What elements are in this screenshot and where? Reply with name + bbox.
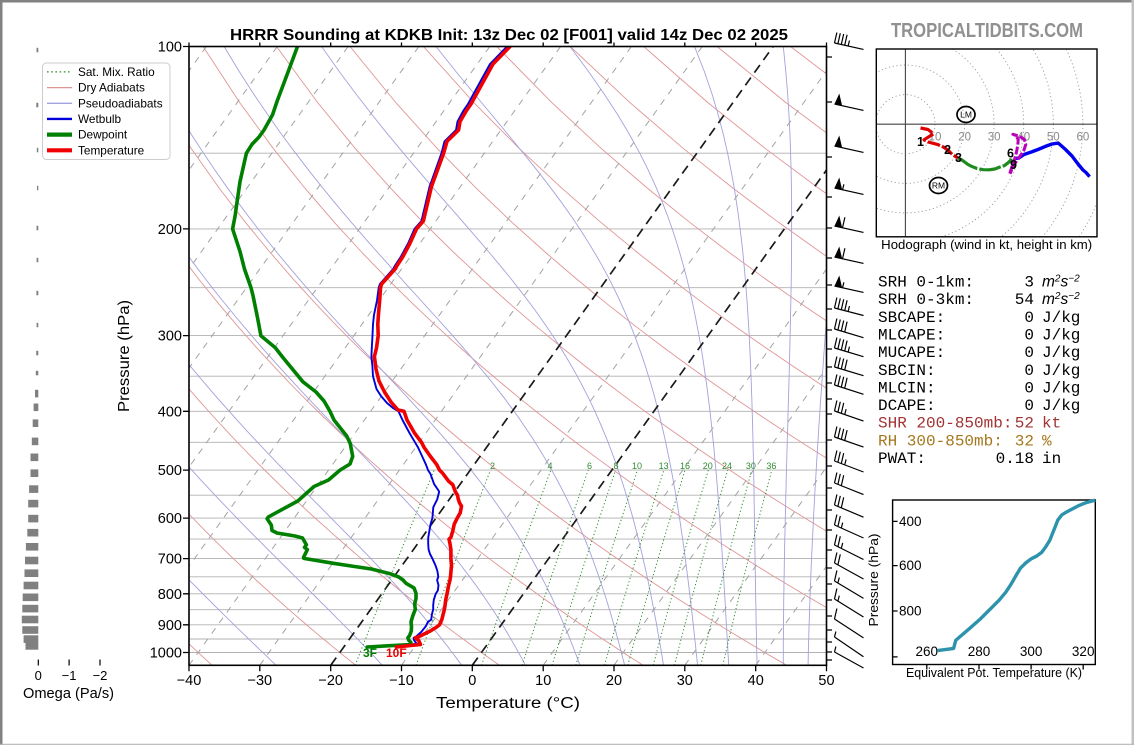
svg-text:%: %	[1042, 432, 1052, 450]
svg-text:20: 20	[703, 461, 713, 471]
svg-text:32: 32	[1015, 432, 1034, 450]
svg-text:13: 13	[659, 461, 669, 471]
svg-text:0: 0	[1024, 309, 1034, 327]
svg-text:Hodograph (wind in kt, height: Hodograph (wind in kt, height in km)	[881, 237, 1092, 252]
svg-text:2: 2	[490, 461, 495, 471]
svg-text:MLCIN:: MLCIN:	[878, 379, 936, 397]
svg-text:MLCAPE:: MLCAPE:	[878, 326, 945, 344]
svg-text:J/kg: J/kg	[1042, 362, 1080, 380]
svg-text:in: in	[1042, 450, 1061, 468]
svg-text:HRRR Sounding at KDKB Init: 13: HRRR Sounding at KDKB Init: 13z Dec 02 […	[230, 27, 788, 44]
svg-text:J/kg: J/kg	[1042, 326, 1080, 344]
svg-text:400: 400	[899, 514, 922, 529]
svg-text:50: 50	[818, 673, 834, 689]
svg-text:300: 300	[1020, 644, 1043, 659]
svg-text:Dry Adiabats: Dry Adiabats	[78, 81, 145, 95]
svg-text:RM: RM	[932, 181, 945, 191]
svg-text:3: 3	[1024, 274, 1034, 292]
svg-text:Sat. Mix. Ratio: Sat. Mix. Ratio	[78, 65, 155, 79]
svg-text:Omega (Pa/s): Omega (Pa/s)	[23, 686, 114, 702]
svg-text:−40: −40	[177, 673, 202, 689]
svg-text:24: 24	[722, 461, 732, 471]
svg-text:30: 30	[746, 461, 756, 471]
svg-text:MUCAPE:: MUCAPE:	[878, 344, 945, 362]
svg-text:Temperature (°C): Temperature (°C)	[436, 695, 580, 712]
svg-text:1: 1	[917, 135, 924, 149]
svg-text:J/kg: J/kg	[1042, 397, 1080, 415]
svg-text:3F: 3F	[363, 646, 377, 660]
svg-text:280: 280	[968, 644, 991, 659]
svg-text:10: 10	[535, 673, 551, 689]
svg-text:−30: −30	[247, 673, 272, 689]
svg-text:800: 800	[158, 587, 182, 603]
svg-text:Dewpoint: Dewpoint	[78, 128, 128, 142]
svg-text:60: 60	[1077, 132, 1090, 144]
svg-text:600: 600	[899, 558, 922, 573]
svg-text:300: 300	[158, 329, 182, 345]
svg-text:36: 36	[766, 461, 776, 471]
svg-text:SRH 0-1km:: SRH 0-1km:	[878, 274, 974, 292]
svg-text:100: 100	[158, 40, 182, 56]
svg-text:SBCIN:: SBCIN:	[878, 362, 936, 380]
svg-text:10: 10	[632, 461, 642, 471]
svg-text:0: 0	[1024, 397, 1034, 415]
svg-text:DCAPE:: DCAPE:	[878, 397, 936, 415]
svg-text:54: 54	[1015, 291, 1034, 309]
svg-text:Wetbulb: Wetbulb	[78, 112, 122, 126]
svg-text:900: 900	[158, 618, 182, 634]
svg-text:800: 800	[899, 604, 922, 619]
svg-text:16: 16	[680, 461, 690, 471]
svg-text:Pressure (hPa): Pressure (hPa)	[116, 300, 133, 412]
svg-text:0.18: 0.18	[996, 450, 1034, 468]
svg-text:1000: 1000	[150, 646, 182, 662]
svg-text:8: 8	[613, 461, 618, 471]
svg-text:SRH 0-3km:: SRH 0-3km:	[878, 291, 974, 309]
svg-text:Pseudoadiabats: Pseudoadiabats	[78, 96, 163, 110]
svg-text:200: 200	[158, 222, 182, 238]
svg-text:Temperature: Temperature	[78, 143, 145, 157]
svg-text:30: 30	[677, 673, 693, 689]
svg-text:−2: −2	[93, 668, 108, 683]
svg-text:6: 6	[587, 461, 592, 471]
svg-text:20: 20	[958, 132, 971, 144]
svg-text:SBCAPE:: SBCAPE:	[878, 309, 945, 327]
svg-text:PWAT:: PWAT:	[878, 450, 926, 468]
svg-text:SHR 200-850mb:: SHR 200-850mb:	[878, 415, 1012, 433]
svg-text:0: 0	[1024, 326, 1034, 344]
svg-text:320: 320	[1072, 644, 1095, 659]
svg-text:LM: LM	[960, 110, 972, 120]
svg-text:−1: −1	[62, 668, 77, 683]
svg-text:J/kg: J/kg	[1042, 344, 1080, 362]
svg-text:0: 0	[468, 673, 476, 689]
svg-text:RH 300-850mb:: RH 300-850mb:	[878, 432, 1003, 450]
svg-text:52: 52	[1015, 415, 1034, 433]
svg-text:10F: 10F	[386, 646, 407, 660]
svg-text:−20: −20	[318, 673, 343, 689]
svg-text:0: 0	[35, 668, 42, 683]
svg-text:0: 0	[1024, 362, 1034, 380]
svg-text:30: 30	[988, 132, 1001, 144]
svg-text:−10: −10	[389, 673, 414, 689]
svg-text:J/kg: J/kg	[1042, 379, 1080, 397]
svg-text:40: 40	[748, 673, 764, 689]
svg-text:TROPICALTIDBITS.COM: TROPICALTIDBITS.COM	[891, 19, 1083, 42]
svg-text:Equivalent Pot. Temperature (K: Equivalent Pot. Temperature (K)	[906, 665, 1082, 680]
svg-text:260: 260	[916, 644, 939, 659]
svg-text:0: 0	[1024, 379, 1034, 397]
svg-text:500: 500	[158, 463, 182, 479]
svg-text:Pressure (hPa): Pressure (hPa)	[866, 534, 881, 627]
svg-text:20: 20	[606, 673, 622, 689]
svg-text:700: 700	[158, 552, 182, 568]
svg-text:9: 9	[1010, 158, 1017, 172]
svg-text:3: 3	[955, 151, 962, 165]
svg-text:400: 400	[158, 404, 182, 420]
svg-text:4: 4	[547, 461, 552, 471]
svg-text:0: 0	[1024, 344, 1034, 362]
svg-text:J/kg: J/kg	[1042, 309, 1080, 327]
svg-text:kt: kt	[1042, 415, 1061, 433]
svg-text:2: 2	[944, 143, 951, 157]
svg-text:600: 600	[158, 511, 182, 527]
